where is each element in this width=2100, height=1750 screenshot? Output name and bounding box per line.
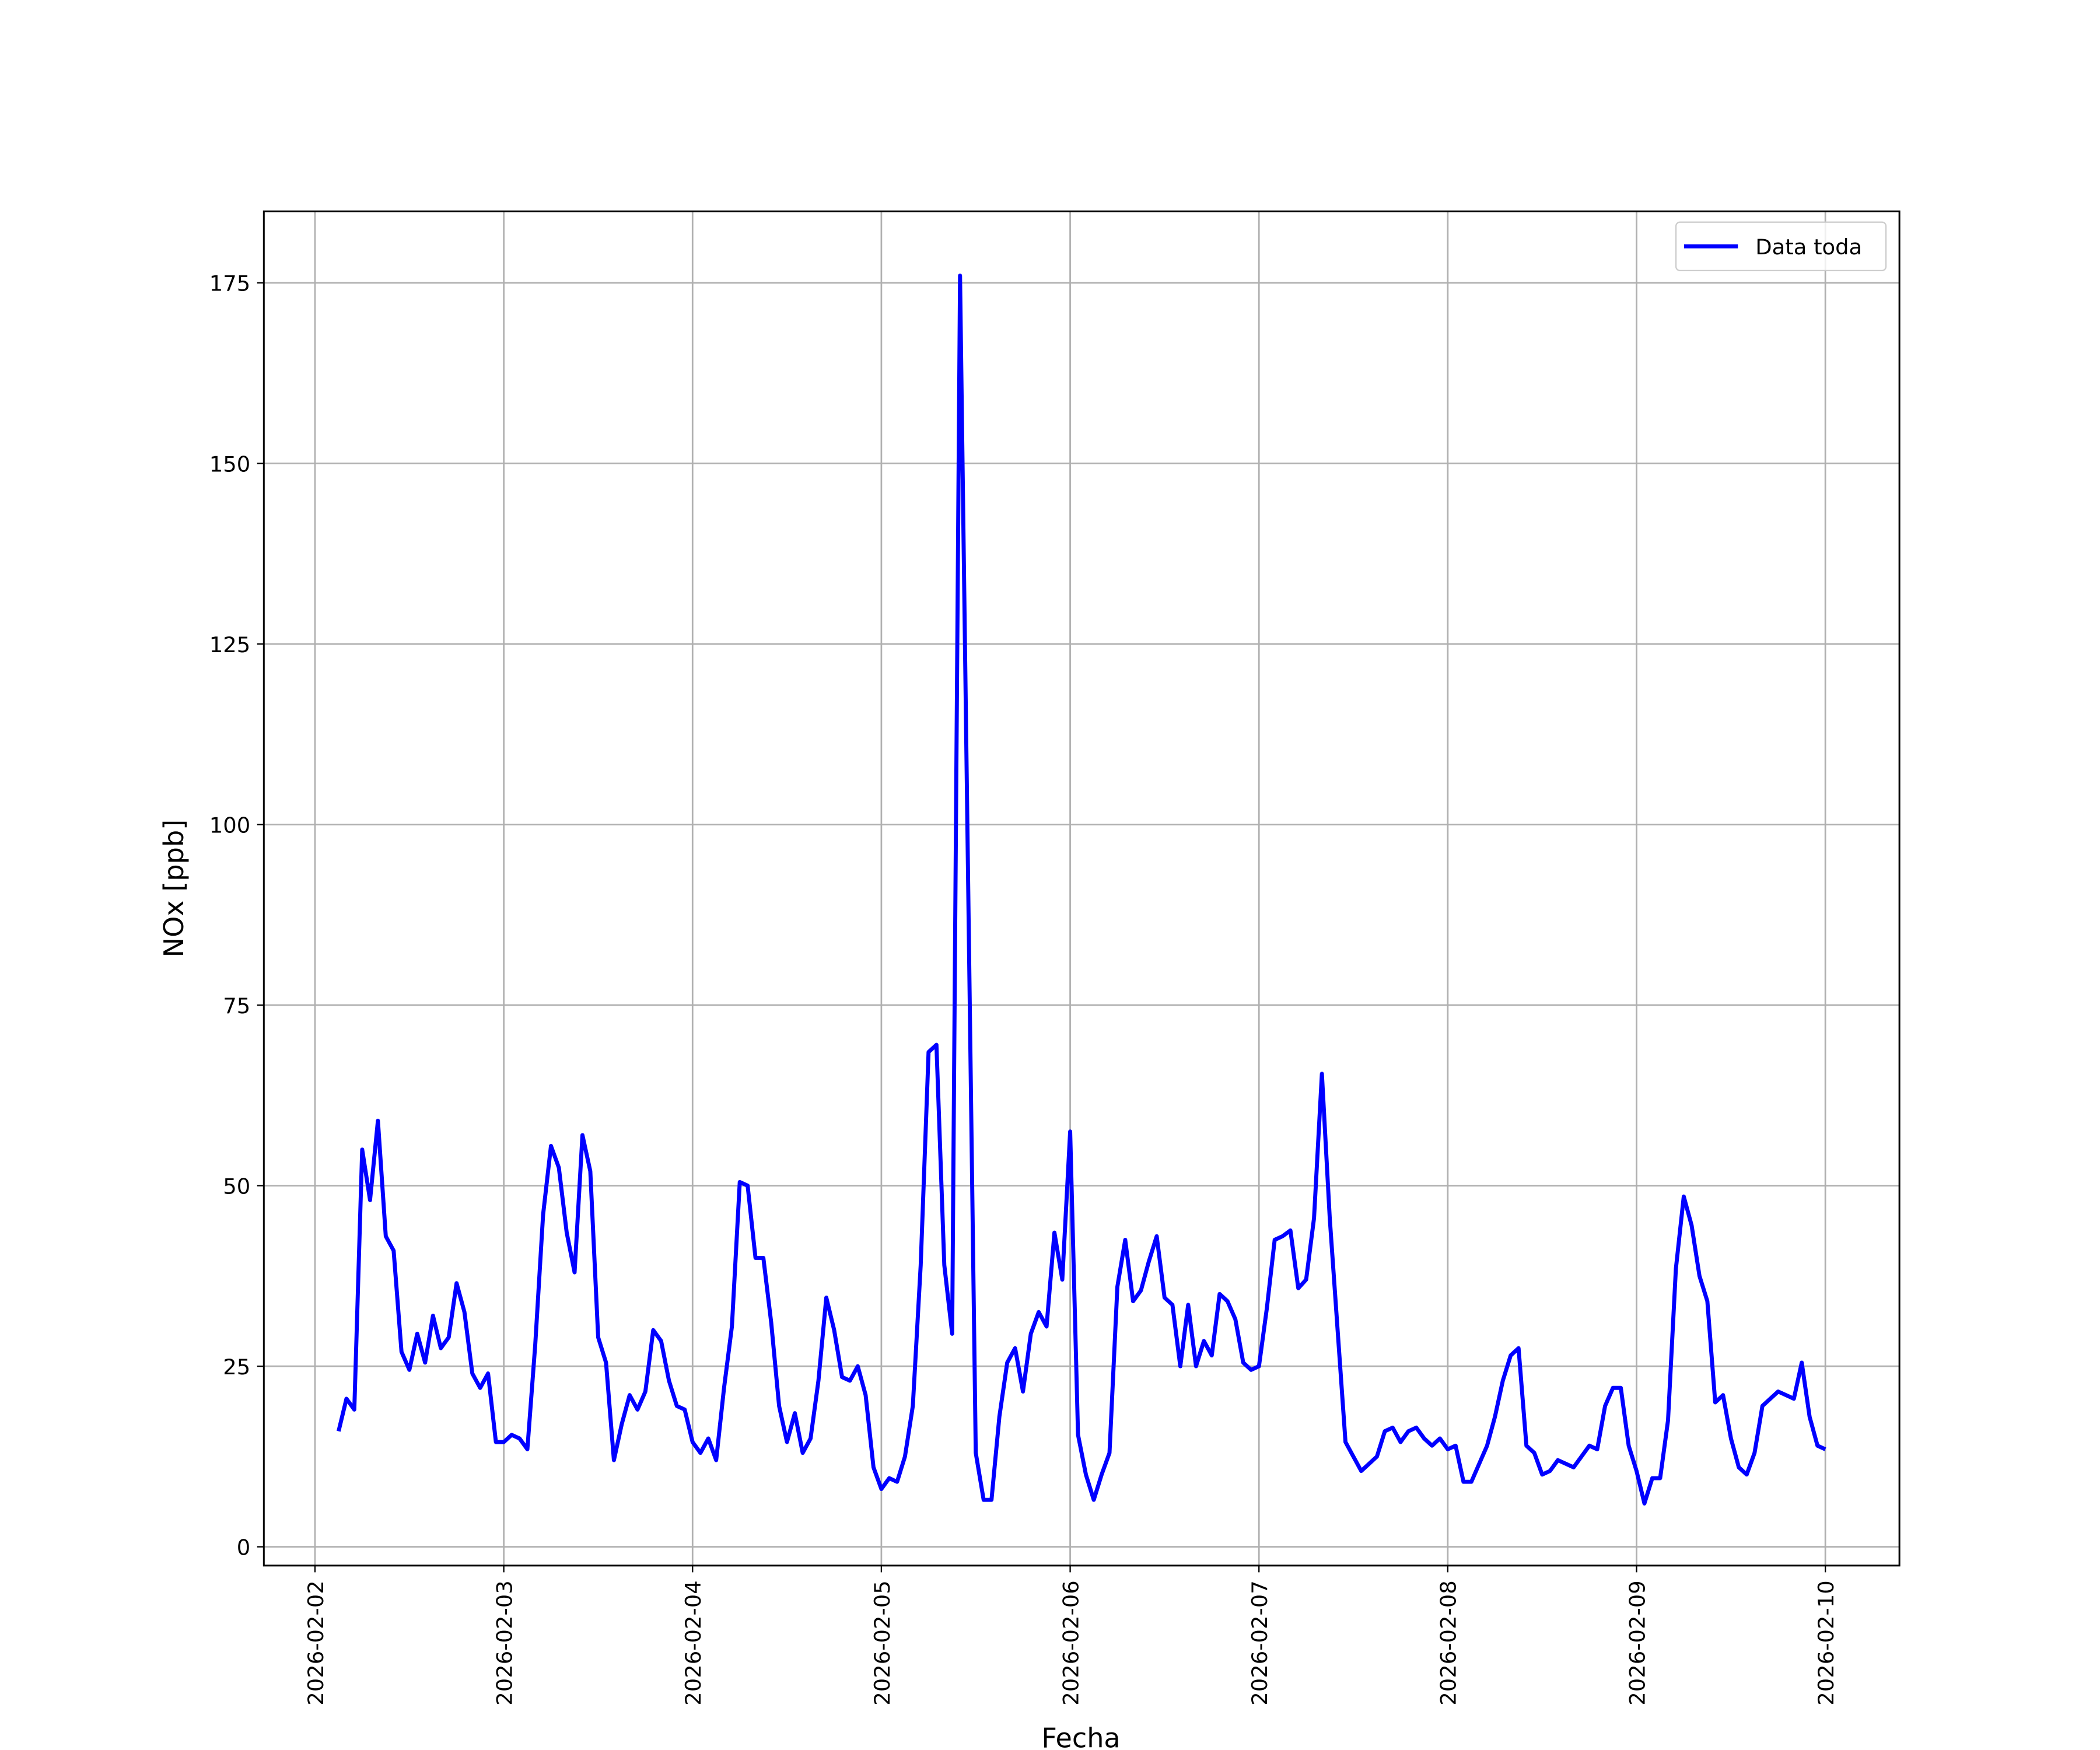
data-line [337,274,1826,1506]
x-tick-label: 2026-02-08 [1436,1580,1461,1705]
x-tick-label: 2026-02-05 [870,1580,895,1705]
plot-frame [262,210,1901,1567]
y-tick-label: 50 [223,1174,250,1199]
y-tick-label: 75 [223,993,250,1019]
x-tick-label: 2026-02-07 [1247,1580,1272,1705]
y-axis-label: NOx [ppb] [158,820,190,958]
y-tick-label: 175 [209,271,250,296]
legend-label: Data toda [1755,235,1862,260]
x-tick-label: 2026-02-02 [303,1580,328,1705]
y-tick-label: 125 [209,632,250,657]
x-tick-label: 2026-02-04 [681,1580,706,1705]
x-tick-label: 2026-02-10 [1814,1580,1839,1705]
x-tick-label: 2026-02-03 [492,1580,517,1705]
x-tick-label: 2026-02-09 [1625,1580,1650,1705]
legend: Data toda [1675,221,1887,271]
y-tick-label: 100 [209,813,250,838]
y-tick-label: 25 [223,1354,250,1380]
x-axis-label: Fecha [1041,1722,1120,1750]
y-tick-label: 0 [237,1535,250,1560]
legend-box [1675,221,1887,271]
x-tick-label: 2026-02-06 [1058,1580,1083,1705]
y-tick-label: 150 [209,452,250,477]
